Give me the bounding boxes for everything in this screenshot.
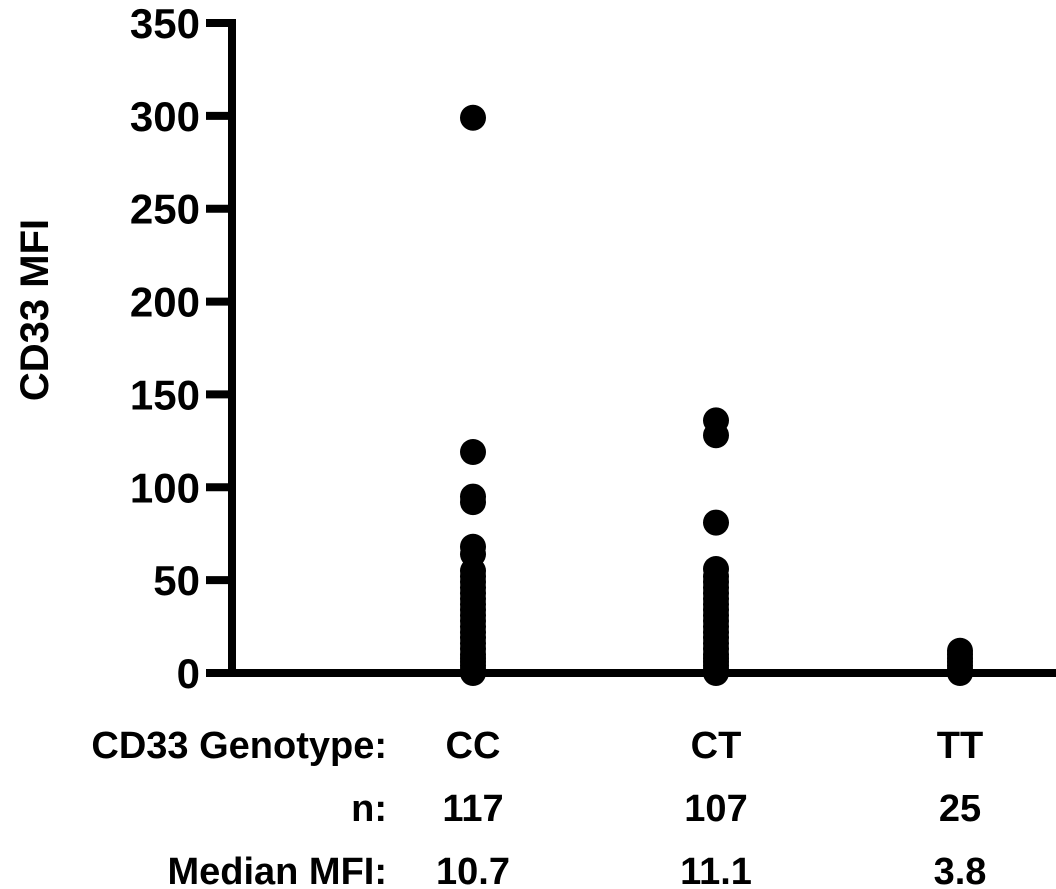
y-tick-label: 200 bbox=[130, 279, 200, 326]
median-value-tt: 3.8 bbox=[934, 851, 987, 889]
data-point-cc bbox=[460, 489, 486, 516]
category-label-cc: CC bbox=[446, 725, 501, 767]
y-axis-title: CD33 MFI bbox=[13, 219, 57, 401]
y-ticks: 0 50 100 150 200 250 300 350 bbox=[130, 0, 232, 697]
n-value-tt: 25 bbox=[939, 788, 981, 830]
y-tick-label: 0 bbox=[177, 650, 200, 697]
y-tick-label: 100 bbox=[130, 464, 200, 511]
y-tick-label: 250 bbox=[130, 186, 200, 233]
data-point-ct bbox=[703, 422, 729, 449]
n-value-cc: 117 bbox=[442, 788, 503, 830]
y-tick-label: 50 bbox=[153, 557, 200, 604]
median-value-cc: 10.7 bbox=[436, 851, 510, 889]
genotype-row-label: CD33 Genotype: bbox=[91, 725, 387, 767]
n-row-label: n: bbox=[351, 788, 387, 830]
y-tick-label: 300 bbox=[130, 93, 200, 140]
y-tick-label: 150 bbox=[130, 371, 200, 418]
data-point-cc bbox=[460, 104, 486, 131]
median-value-ct: 11.1 bbox=[680, 851, 752, 889]
category-label-tt: TT bbox=[937, 725, 983, 767]
category-label-ct: CT bbox=[691, 725, 742, 767]
data-point-ct bbox=[703, 509, 729, 536]
data-points bbox=[460, 104, 973, 686]
y-tick-label: 350 bbox=[130, 0, 200, 47]
data-point-cc bbox=[460, 439, 486, 465]
median-row-label: Median MFI: bbox=[167, 851, 387, 889]
n-value-ct: 107 bbox=[684, 788, 747, 830]
